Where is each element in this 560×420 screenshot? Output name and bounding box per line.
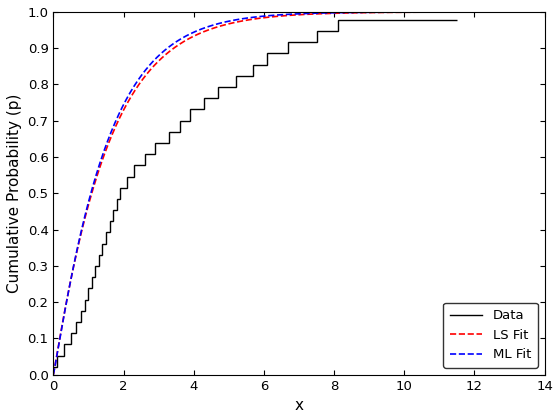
LS Fit xyxy=(259,16,265,21)
ML Fit xyxy=(375,10,382,15)
LS Fit xyxy=(419,10,426,15)
ML Fit xyxy=(419,10,426,15)
ML Fit xyxy=(524,9,530,14)
ML Fit xyxy=(259,14,265,19)
LS Fit xyxy=(428,10,435,15)
Y-axis label: Cumulative Probability (p): Cumulative Probability (p) xyxy=(7,94,22,293)
LS Fit xyxy=(50,372,57,377)
Line: ML Fit: ML Fit xyxy=(53,12,527,375)
LS Fit xyxy=(99,159,105,164)
LS Fit xyxy=(375,10,382,15)
ML Fit xyxy=(428,10,435,15)
ML Fit xyxy=(241,16,248,21)
ML Fit xyxy=(99,155,105,160)
X-axis label: x: x xyxy=(295,398,304,413)
LS Fit xyxy=(524,9,530,14)
LS Fit xyxy=(241,18,248,23)
Legend: Data, LS Fit, ML Fit: Data, LS Fit, ML Fit xyxy=(443,303,538,368)
ML Fit xyxy=(50,372,57,377)
Line: LS Fit: LS Fit xyxy=(53,12,527,375)
